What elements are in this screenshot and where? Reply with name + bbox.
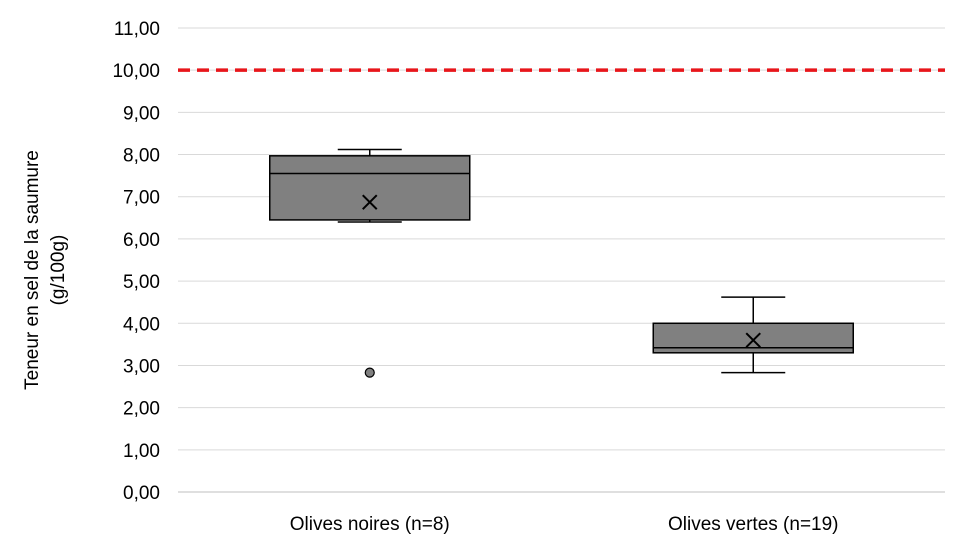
boxes-layer xyxy=(269,148,854,378)
box-iqr xyxy=(269,155,471,221)
mean-marker xyxy=(362,194,378,210)
y-tick-label: 2,00 xyxy=(123,399,160,420)
y-tick-label: 9,00 xyxy=(123,103,160,124)
y-tick-label: 6,00 xyxy=(123,230,160,251)
y-tick-label: 5,00 xyxy=(123,272,160,293)
y-axis-title-line-1: Teneur en sel de la saumure xyxy=(22,150,43,390)
y-tick-label: 11,00 xyxy=(114,19,160,40)
x-axis-categories: Olives noires (n=8) Olives vertes (n=19) xyxy=(290,514,839,535)
box-group xyxy=(652,296,854,374)
y-axis-title-line-2: (g/100g) xyxy=(48,235,69,306)
y-tick-label: 7,00 xyxy=(123,188,160,209)
x-category-label: Olives noires (n=8) xyxy=(290,514,450,535)
outlier-point xyxy=(364,367,375,378)
gridlines xyxy=(178,27,945,451)
y-tick-label: 4,00 xyxy=(123,314,160,335)
box-group xyxy=(269,148,471,378)
y-tick-label: 0,00 xyxy=(123,483,160,504)
y-tick-label: 8,00 xyxy=(123,146,160,167)
y-tick-label: 3,00 xyxy=(123,356,160,377)
x-category-label: Olives vertes (n=19) xyxy=(668,514,839,535)
y-tick-label: 10,00 xyxy=(112,61,160,82)
mean-marker xyxy=(745,332,761,348)
y-tick-label: 1,00 xyxy=(123,441,160,462)
y-axis-ticks: 0,00 1,00 2,00 3,00 4,00 5,00 6,00 7,00 8,00 9,00… xyxy=(112,19,160,504)
